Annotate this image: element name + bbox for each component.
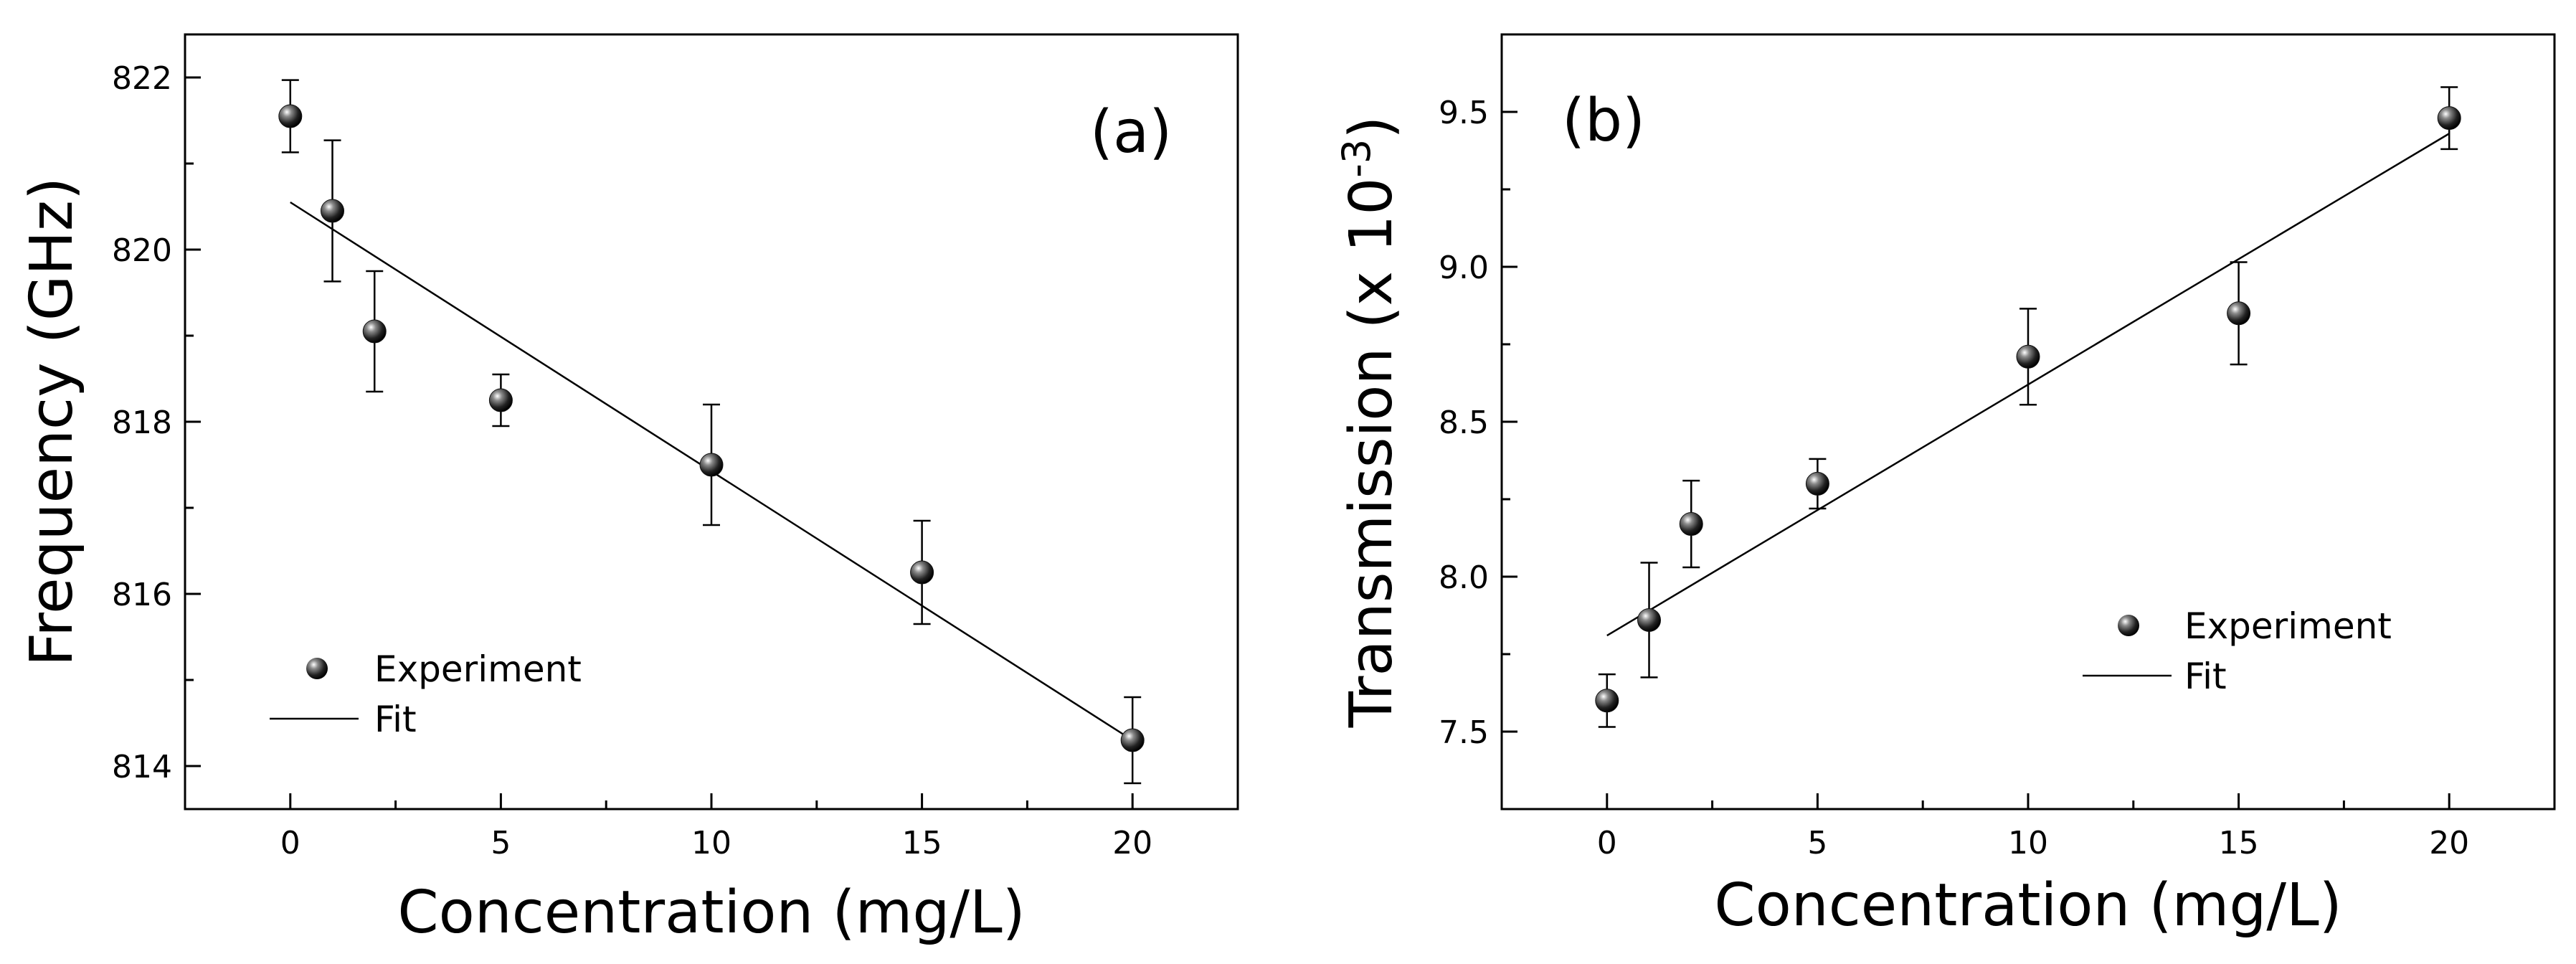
marker-a-3 bbox=[488, 388, 513, 412]
y-tick-label-a-1: 816 bbox=[112, 577, 172, 613]
data-point-b-4 bbox=[2016, 308, 2040, 406]
marker-b-5 bbox=[2227, 301, 2251, 326]
x-tick-label-b-4: 20 bbox=[2429, 825, 2469, 861]
y-axis-title-b: Transmission (x 10-3) bbox=[1334, 116, 1406, 729]
legend-marker-experiment-b bbox=[2118, 615, 2139, 636]
x-tick-label-a-2: 10 bbox=[691, 825, 731, 861]
data-point-b-0 bbox=[1595, 673, 1619, 728]
x-tick-label-a-3: 15 bbox=[902, 825, 942, 861]
experiment-series-b bbox=[1595, 86, 2461, 728]
x-tick-label-b-2: 10 bbox=[2008, 825, 2048, 861]
x-axis-title-a: Concentration (mg/L) bbox=[397, 879, 1025, 947]
x-tick-label-b-1: 5 bbox=[1807, 825, 1827, 861]
x-axis-title-b: Concentration (mg/L) bbox=[1714, 871, 2341, 940]
marker-b-3 bbox=[1805, 471, 1829, 496]
legend-a: Experiment Fit bbox=[270, 648, 582, 740]
marker-b-4 bbox=[2016, 344, 2040, 369]
legend-label-experiment-a: Experiment bbox=[374, 648, 582, 690]
marker-a-5 bbox=[910, 560, 934, 585]
data-point-a-3 bbox=[488, 373, 513, 427]
x-tick-label-a-1: 5 bbox=[491, 825, 511, 861]
marker-b-0 bbox=[1595, 689, 1619, 713]
data-point-a-6 bbox=[1120, 696, 1145, 785]
y-axis-title-b-suffix: ) bbox=[1337, 116, 1406, 139]
y-tick-label-b-4: 9.5 bbox=[1439, 95, 1489, 131]
marker-a-1 bbox=[321, 199, 345, 223]
y-tick-label-b-2: 8.5 bbox=[1439, 405, 1489, 441]
marker-a-0 bbox=[278, 104, 303, 128]
data-point-a-4 bbox=[699, 403, 724, 526]
data-point-a-5 bbox=[910, 519, 934, 625]
marker-a-4 bbox=[699, 453, 724, 477]
data-point-b-1 bbox=[1637, 562, 1662, 679]
y-tick-label-a-3: 820 bbox=[112, 232, 172, 269]
y-tick-label-a-4: 822 bbox=[112, 60, 172, 97]
legend-label-fit-a: Fit bbox=[374, 699, 417, 740]
data-point-a-2 bbox=[362, 270, 387, 393]
x-tick-label-a-4: 20 bbox=[1112, 825, 1152, 861]
panel-a: 0 5 10 15 20 814 816 818 820 822 (a) Concentratio… bbox=[18, 33, 1239, 947]
panel-label-a: (a) bbox=[1090, 98, 1172, 166]
axes-b: 0 5 10 15 20 7.5 8.0 8.5 9.0 9.5 bbox=[1439, 33, 2556, 861]
axes-a: 0 5 10 15 20 814 816 818 820 822 bbox=[112, 60, 1239, 861]
data-point-a-1 bbox=[321, 139, 345, 283]
y-tick-label-b-0: 7.5 bbox=[1439, 714, 1489, 751]
plot-frame-b bbox=[1500, 33, 2556, 811]
x-tick-label-a-0: 0 bbox=[280, 825, 300, 861]
data-point-b-3 bbox=[1805, 458, 1829, 510]
y-axis-title-b-prefix: Transmission (x 10 bbox=[1337, 178, 1406, 729]
y-tick-label-a-0: 814 bbox=[112, 749, 172, 785]
marker-a-2 bbox=[362, 319, 387, 344]
y-tick-label-a-2: 818 bbox=[112, 405, 172, 441]
panel-label-b: (b) bbox=[1562, 87, 1645, 155]
marker-b-6 bbox=[2437, 106, 2461, 131]
panel-b: 0 5 10 15 20 7.5 8.0 8.5 9.0 9.5 (b) Concentratio… bbox=[1334, 33, 2556, 940]
marker-b-2 bbox=[1679, 512, 1703, 537]
data-point-b-2 bbox=[1679, 479, 1703, 569]
legend-label-experiment-b: Experiment bbox=[2184, 605, 2392, 647]
experiment-series-a bbox=[278, 79, 1145, 785]
legend-label-fit-b: Fit bbox=[2184, 656, 2227, 697]
data-point-a-0 bbox=[278, 79, 303, 153]
marker-a-6 bbox=[1120, 728, 1145, 752]
legend-marker-experiment-a bbox=[306, 658, 328, 679]
x-tick-label-b-0: 0 bbox=[1597, 825, 1617, 861]
marker-b-1 bbox=[1637, 608, 1662, 632]
data-point-b-6 bbox=[2437, 86, 2461, 151]
legend-b: Experiment Fit bbox=[2083, 605, 2392, 697]
y-tick-label-b-1: 8.0 bbox=[1439, 559, 1489, 596]
data-point-b-5 bbox=[2227, 261, 2251, 366]
y-axis-title-a: Frequency (GHz) bbox=[18, 177, 86, 666]
x-tick-label-b-3: 15 bbox=[2219, 825, 2259, 861]
y-tick-label-b-3: 9.0 bbox=[1439, 250, 1489, 286]
y-axis-title-b-exponent: -3 bbox=[1334, 139, 1379, 178]
